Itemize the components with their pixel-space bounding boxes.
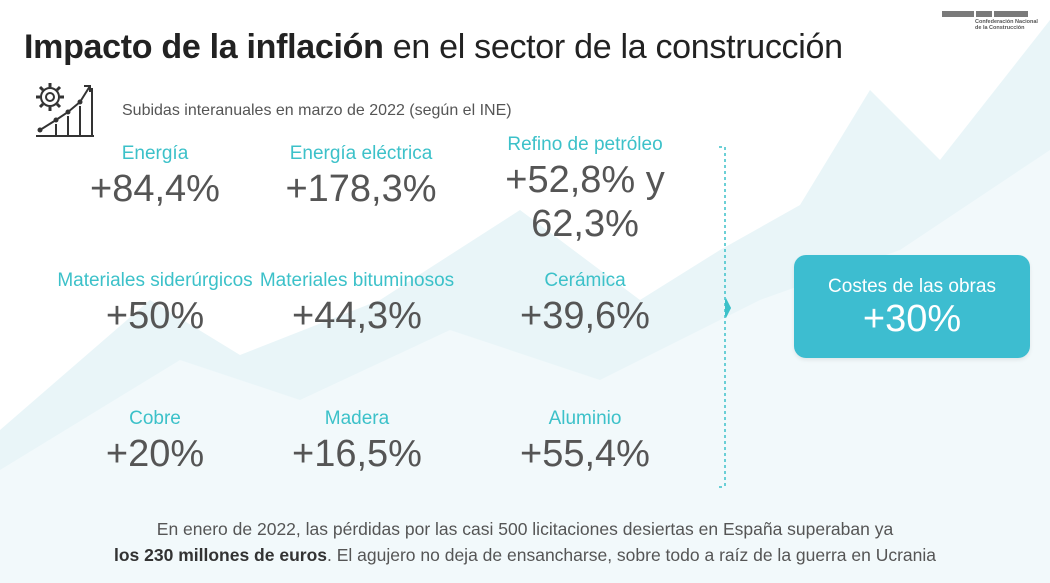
item-label: Energía bbox=[121, 143, 189, 164]
logo-text: Confederación Nacional de la Construcció… bbox=[975, 19, 1038, 31]
total-cost-value: +30% bbox=[862, 298, 962, 340]
item-label: Cobre bbox=[129, 408, 181, 429]
item-value: +44,3% bbox=[292, 295, 422, 337]
item-label: Energía eléctrica bbox=[289, 143, 433, 164]
item-label: Cerámica bbox=[544, 270, 626, 291]
item-label: Refino de petróleo bbox=[507, 134, 663, 155]
subtitle: Subidas interanuales en marzo de 2022 (s… bbox=[122, 102, 512, 119]
item-value: +55,4% bbox=[520, 433, 650, 475]
item-materiales-bituminosos: Materiales bituminosos +44,3% bbox=[242, 270, 472, 338]
item-value: +84,4% bbox=[90, 168, 220, 210]
footer-line2-rest: . El agujero no deja de ensancharse, sob… bbox=[327, 545, 936, 565]
title-normal-part: en el sector de la construcción bbox=[383, 28, 843, 66]
item-cobre: Cobre +20% bbox=[40, 408, 270, 476]
logo-text-line1: Confederación Nacional bbox=[975, 19, 1038, 25]
item-aluminio: Aluminio +55,4% bbox=[470, 408, 700, 476]
item-label: Materiales siderúrgicos bbox=[57, 270, 253, 291]
logo-bars bbox=[942, 11, 1028, 17]
footer-note: En enero de 2022, las pérdidas por las c… bbox=[0, 516, 1050, 568]
item-refino-petroleo: Refino de petróleo +52,8% y 62,3% bbox=[470, 134, 700, 246]
item-energia-electrica: Energía eléctrica +178,3% bbox=[246, 143, 476, 211]
item-value: +16,5% bbox=[292, 433, 422, 475]
item-value: +20% bbox=[105, 433, 205, 475]
item-label: Materiales bituminosos bbox=[259, 270, 455, 291]
item-ceramica: Cerámica +39,6% bbox=[470, 270, 700, 338]
item-madera: Madera +16,5% bbox=[242, 408, 472, 476]
growth-gear-chart-icon bbox=[36, 83, 94, 137]
page-title: Impacto de la inflación en el sector de … bbox=[24, 28, 843, 67]
dashed-bracket-arrow bbox=[719, 146, 731, 488]
total-cost-box: Costes de las obras +30% bbox=[794, 255, 1030, 358]
cnc-logo: Confederación Nacional de la Construcció… bbox=[942, 11, 1038, 37]
logo-text-line2: de la Construcción bbox=[975, 25, 1025, 31]
item-value: +178,3% bbox=[285, 168, 437, 210]
total-cost-label: Costes de las obras bbox=[828, 276, 996, 297]
footer-line2: los 230 millones de euros. El agujero no… bbox=[0, 542, 1050, 568]
footer-line1: En enero de 2022, las pérdidas por las c… bbox=[156, 519, 894, 539]
title-bold-part: Impacto de la inflación bbox=[24, 28, 384, 66]
item-energia: Energía +84,4% bbox=[40, 143, 270, 211]
item-value: +39,6% bbox=[520, 295, 650, 337]
item-label: Aluminio bbox=[548, 408, 622, 429]
item-materiales-siderurgicos: Materiales siderúrgicos +50% bbox=[40, 270, 270, 338]
item-value: +50% bbox=[105, 295, 205, 337]
footer-highlight: los 230 millones de euros bbox=[114, 545, 327, 565]
item-label: Madera bbox=[324, 408, 390, 429]
item-value: +52,8% y 62,3% bbox=[505, 159, 665, 245]
